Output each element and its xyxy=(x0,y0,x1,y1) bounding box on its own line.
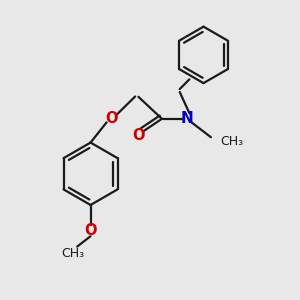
Text: CH₃: CH₃ xyxy=(220,136,243,148)
Text: CH₃: CH₃ xyxy=(61,247,84,260)
Text: O: O xyxy=(105,111,118,126)
Text: O: O xyxy=(132,128,144,142)
Text: N: N xyxy=(181,111,194,126)
Text: O: O xyxy=(84,223,97,238)
